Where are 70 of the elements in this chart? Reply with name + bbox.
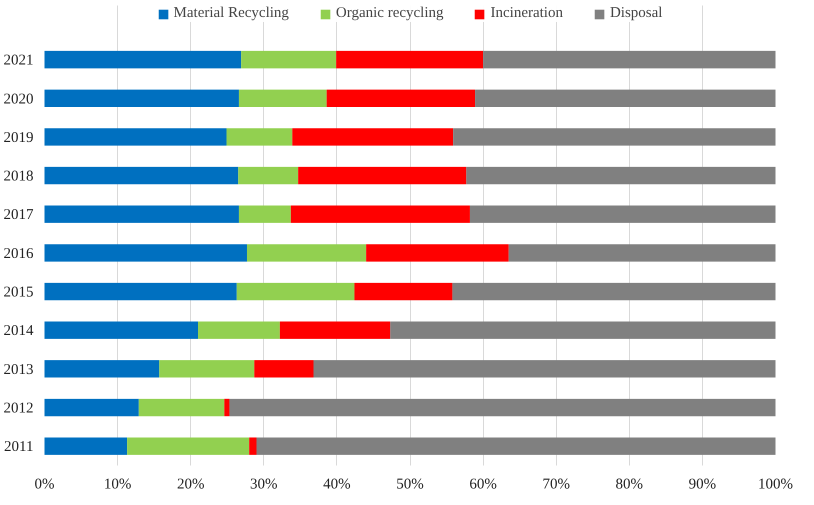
- bar: [452, 282, 776, 300]
- legend-label: Organic recycling: [336, 5, 444, 22]
- x-tick-label: 70%: [542, 476, 570, 492]
- bar: [298, 166, 466, 184]
- x-tick-label: 20%: [176, 476, 204, 492]
- y-tick-label: 2012: [4, 400, 34, 417]
- bar: [238, 166, 298, 184]
- bar: [44, 128, 227, 146]
- bar: [44, 166, 238, 184]
- bar: [246, 244, 366, 262]
- y-tick-label: 2020: [4, 91, 34, 108]
- bar: [44, 282, 237, 300]
- bar: [198, 322, 280, 339]
- bar: [44, 322, 198, 339]
- legend-label: Incineration: [490, 5, 563, 22]
- bar: [238, 206, 291, 223]
- bar: [44, 437, 128, 455]
- bar: [292, 128, 454, 146]
- x-tick-label: 30%: [250, 476, 278, 492]
- x-tick-label: 60%: [469, 476, 497, 492]
- bar: [508, 244, 776, 262]
- legend-label: Material Recycling: [174, 5, 289, 22]
- bar: [44, 50, 242, 68]
- x-tick-label: 100%: [758, 476, 793, 492]
- bar: [44, 206, 239, 223]
- y-tick-label: 2014: [4, 323, 34, 340]
- x-tick-label: 50%: [396, 476, 424, 492]
- bar: [290, 206, 470, 223]
- x-tick-label: 80%: [616, 476, 644, 492]
- bar: [466, 166, 776, 184]
- bar: [229, 398, 776, 416]
- y-tick-label: 2016: [4, 246, 34, 262]
- bar: [249, 437, 256, 455]
- y-tick-label: 2021: [4, 52, 34, 69]
- bar: [159, 360, 254, 378]
- bar: [226, 128, 292, 146]
- x-tick-label: 40%: [323, 476, 351, 492]
- bar: [238, 90, 327, 107]
- bar: [44, 244, 247, 262]
- bar: [44, 398, 139, 416]
- x-tick-label: 0%: [34, 476, 54, 492]
- bar: [390, 322, 776, 339]
- bar: [138, 398, 224, 416]
- y-tick-label: 2019: [4, 130, 34, 146]
- bar: [254, 360, 314, 378]
- y-tick-label: 2015: [4, 284, 34, 301]
- bar: [256, 437, 776, 455]
- bar: [224, 398, 230, 416]
- bar: [453, 128, 776, 146]
- bar: [314, 360, 776, 378]
- bar: [336, 50, 484, 68]
- bar: [241, 50, 336, 68]
- y-tick-label: 2011: [4, 439, 34, 456]
- y-tick-label: 2018: [4, 168, 34, 185]
- bar: [326, 90, 476, 107]
- x-tick-label: 10%: [104, 476, 132, 492]
- y-tick-label: 2017: [4, 207, 34, 224]
- bar: [354, 282, 452, 300]
- bar: [236, 282, 354, 300]
- bar: [470, 206, 776, 223]
- bar: [475, 90, 776, 107]
- bar: [366, 244, 509, 262]
- bar: [127, 437, 250, 455]
- bar: [44, 360, 160, 378]
- bar: [44, 90, 239, 107]
- bar: [483, 50, 776, 68]
- legend-label: Disposal: [610, 5, 662, 22]
- bar: [280, 322, 390, 339]
- x-tick-label: 90%: [688, 476, 716, 492]
- y-tick-label: 2013: [4, 362, 34, 378]
